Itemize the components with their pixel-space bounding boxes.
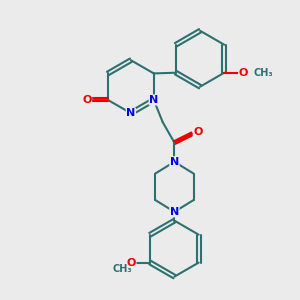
Text: N: N <box>126 108 136 118</box>
Text: CH₃: CH₃ <box>253 68 273 78</box>
Text: N: N <box>170 157 179 167</box>
Text: CH₃: CH₃ <box>112 264 132 274</box>
Text: O: O <box>126 258 136 268</box>
Text: N: N <box>170 207 179 217</box>
Text: O: O <box>239 68 248 78</box>
Text: O: O <box>82 95 92 105</box>
Text: N: N <box>149 95 158 105</box>
Text: O: O <box>193 127 203 137</box>
